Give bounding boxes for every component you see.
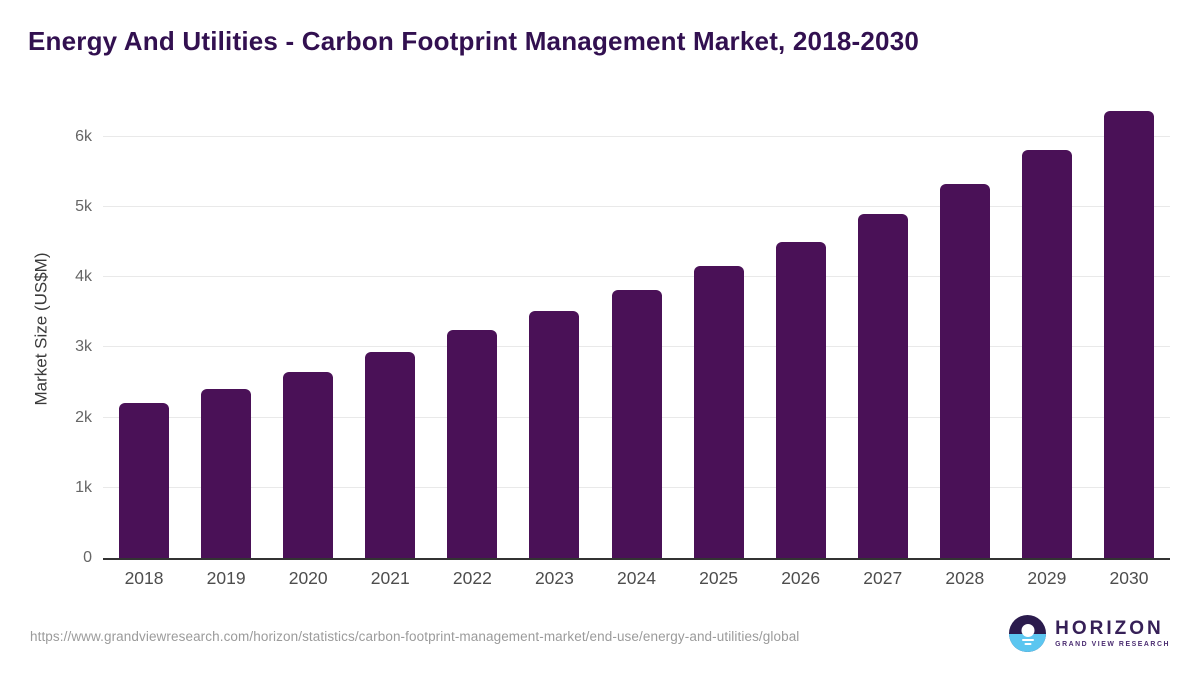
bar-2020[interactable] bbox=[283, 371, 334, 558]
y-tick-label-6k: 6k bbox=[75, 127, 92, 145]
bar-slot-2021 bbox=[349, 100, 431, 558]
logo-text-block: HORIZON GRAND VIEW RESEARCH bbox=[1055, 618, 1170, 649]
gridline-5k bbox=[103, 205, 1170, 207]
y-tick-label-0: 0 bbox=[83, 549, 92, 566]
y-tick-label-2k: 2k bbox=[75, 408, 92, 426]
logo-tagline: GRAND VIEW RESEARCH bbox=[1055, 641, 1170, 648]
bar-slot-2023 bbox=[513, 100, 595, 558]
bar-series bbox=[103, 100, 1170, 558]
x-tick-label-2022: 2022 bbox=[452, 568, 492, 588]
x-tick-label-2019: 2019 bbox=[206, 568, 246, 588]
x-tick-label-2027: 2027 bbox=[863, 568, 903, 588]
bar-slot-2018 bbox=[103, 100, 185, 558]
bar-2018[interactable] bbox=[119, 403, 170, 558]
page-title: Energy And Utilities - Carbon Footprint … bbox=[28, 26, 920, 56]
y-tick-label-3k: 3k bbox=[75, 338, 92, 356]
bar-slot-2029 bbox=[1006, 100, 1088, 558]
logo-brand: HORIZON bbox=[1055, 618, 1164, 639]
x-tick-label-2028: 2028 bbox=[945, 568, 985, 588]
logo-reflection-line bbox=[1021, 638, 1034, 641]
bar-slot-2022 bbox=[431, 100, 513, 558]
bar-2026[interactable] bbox=[775, 241, 826, 558]
bar-slot-2020 bbox=[267, 100, 349, 558]
bar-slot-2019 bbox=[185, 100, 267, 558]
y-tick-label-5k: 5k bbox=[75, 197, 92, 215]
logo-reflection-line bbox=[1024, 643, 1032, 645]
x-tick-label-2021: 2021 bbox=[370, 568, 410, 588]
x-tick-label-2018: 2018 bbox=[124, 568, 164, 588]
source-url: https://www.grandviewresearch.com/horizo… bbox=[30, 629, 800, 644]
logo-sun-icon bbox=[1021, 624, 1035, 637]
bar-2019[interactable] bbox=[201, 388, 252, 558]
bar-2023[interactable] bbox=[529, 310, 580, 558]
x-tick-label-2023: 2023 bbox=[534, 568, 574, 588]
bar-slot-2024 bbox=[595, 100, 677, 558]
bar-slot-2028 bbox=[924, 100, 1006, 558]
x-tick-label-2029: 2029 bbox=[1027, 568, 1067, 588]
bar-slot-2027 bbox=[842, 100, 924, 558]
x-tick-label-2020: 2020 bbox=[288, 568, 328, 588]
bar-slot-2025 bbox=[678, 100, 760, 558]
x-tick-label-2026: 2026 bbox=[781, 568, 821, 588]
bar-slot-2026 bbox=[760, 100, 842, 558]
plot-area bbox=[103, 100, 1170, 560]
bar-2030[interactable] bbox=[1103, 111, 1154, 558]
y-tick-label-4k: 4k bbox=[75, 268, 92, 286]
bar-2024[interactable] bbox=[611, 289, 662, 558]
y-tick-label-1k: 1k bbox=[75, 478, 92, 496]
bar-slot-2030 bbox=[1088, 100, 1170, 558]
bar-2025[interactable] bbox=[693, 266, 744, 558]
bar-2027[interactable] bbox=[857, 213, 908, 558]
gridline-6k bbox=[103, 135, 1170, 137]
x-tick-label-2025: 2025 bbox=[699, 568, 739, 588]
logo-water-shape bbox=[1009, 633, 1047, 652]
x-axis-ticks: 2018 2019 2020 2021 2022 2023 2024 2025 2026 2027… bbox=[103, 568, 1170, 589]
bar-2021[interactable] bbox=[365, 351, 416, 558]
bar-2028[interactable] bbox=[939, 183, 990, 558]
gridline-4k bbox=[103, 276, 1170, 278]
bar-2029[interactable] bbox=[1021, 149, 1072, 558]
x-tick-label-2030: 2030 bbox=[1109, 568, 1149, 588]
x-tick-label-2024: 2024 bbox=[617, 568, 656, 588]
bar-2022[interactable] bbox=[447, 329, 498, 558]
horizon-logo-icon bbox=[1009, 615, 1047, 652]
horizon-logo[interactable]: HORIZON GRAND VIEW RESEARCH bbox=[1009, 615, 1170, 652]
